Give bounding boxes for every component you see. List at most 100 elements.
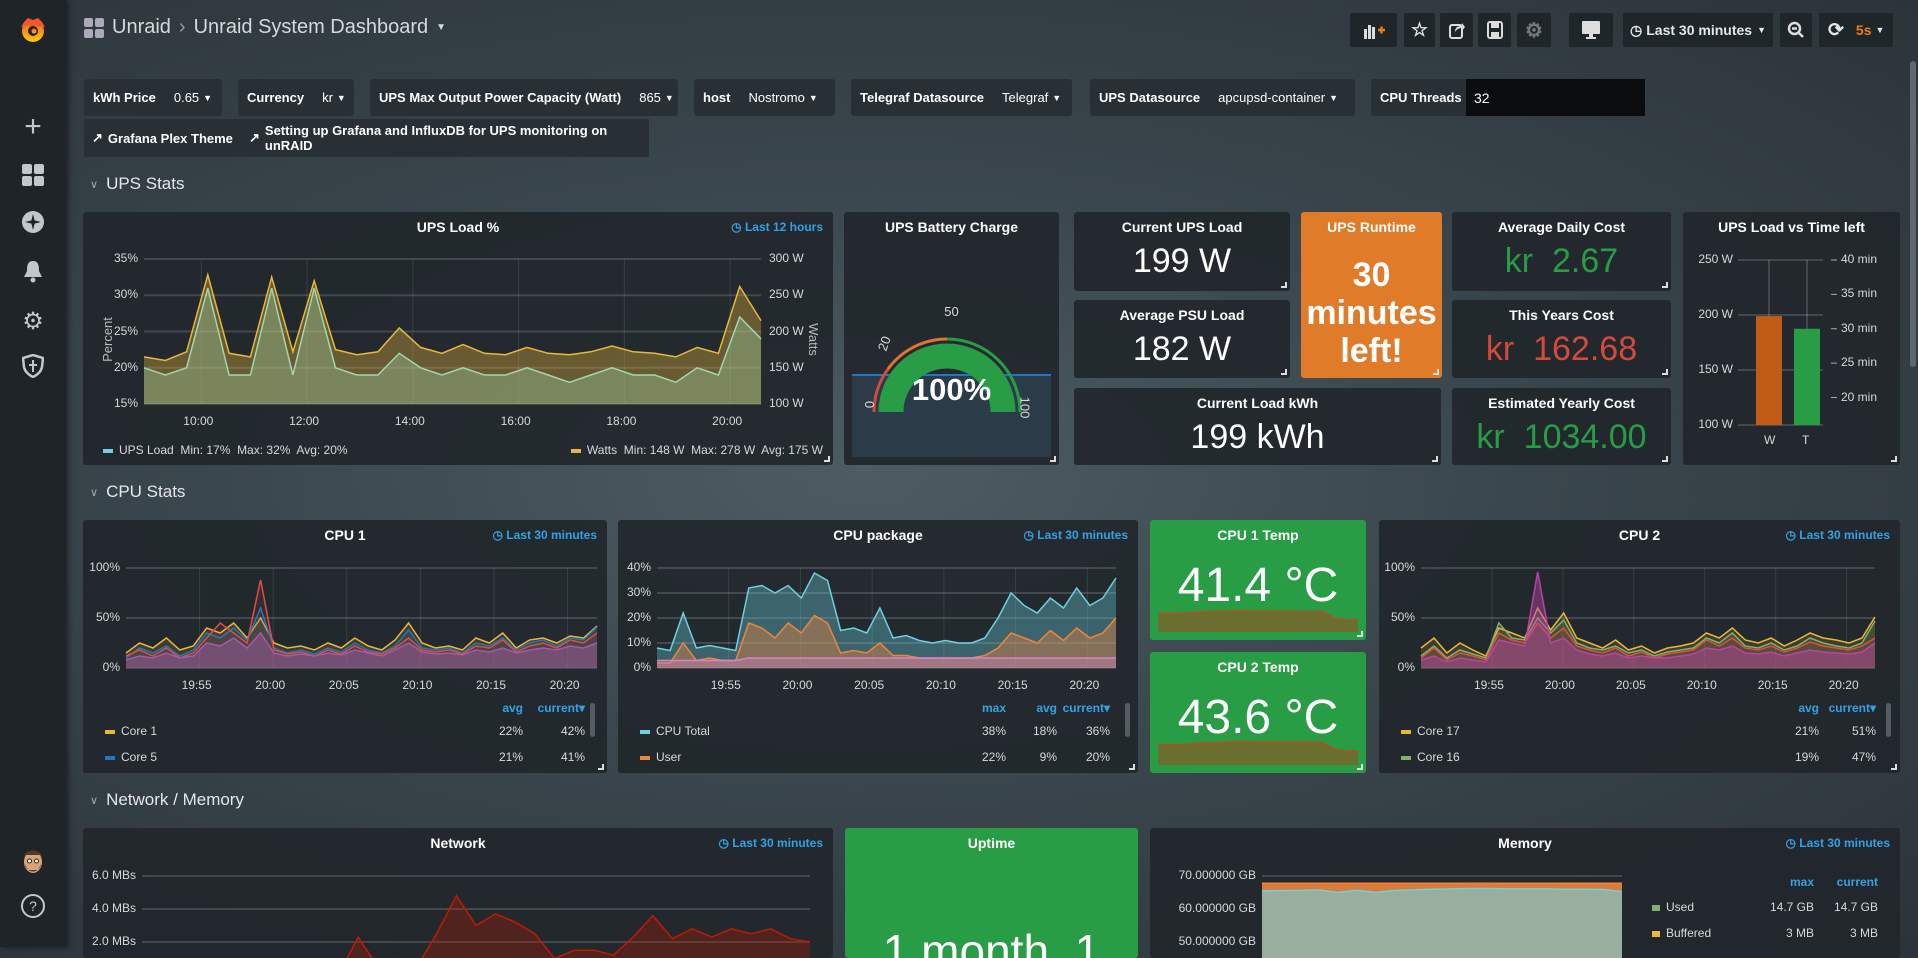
resize-handle[interactable]: [824, 456, 830, 462]
panel-title[interactable]: Current Load kWh: [1074, 395, 1441, 411]
legend-row[interactable]: CPU Total: [640, 724, 710, 738]
legend-column-current[interactable]: current▾: [538, 701, 585, 715]
legend-row[interactable]: Used: [1652, 900, 1694, 914]
row-ups-stats[interactable]: ∨UPS Stats: [90, 174, 184, 194]
resize-handle[interactable]: [1357, 631, 1363, 637]
legend-column-avg[interactable]: avg: [1036, 701, 1057, 715]
panel-title[interactable]: UPS Load vs Time left: [1683, 219, 1900, 235]
legend-row[interactable]: Core 16: [1401, 750, 1460, 764]
variable-ups-max-output[interactable]: UPS Max Output Power Capacity (Watt)865▼: [370, 79, 678, 116]
resize-handle[interactable]: [1129, 764, 1135, 770]
panel-time-override: ◷ Last 30 minutes: [1785, 836, 1890, 850]
server-admin-shield-icon[interactable]: [0, 354, 66, 386]
time-picker-button[interactable]: ◷Last 30 minutes▼: [1623, 13, 1773, 47]
row-cpu-stats[interactable]: ∨CPU Stats: [90, 482, 185, 502]
legend-row[interactable]: User: [640, 750, 681, 764]
legend-column-avg[interactable]: avg: [502, 701, 523, 715]
panel-title[interactable]: Average Daily Cost: [1452, 219, 1671, 235]
title-caret-icon[interactable]: ▼: [436, 22, 446, 33]
panel-title[interactable]: CPU 1 Temp: [1150, 527, 1366, 543]
currency-prefix: kr: [1505, 242, 1533, 280]
legend-watts[interactable]: Watts Min: 148 W Max: 278 W Avg: 175 W: [571, 443, 823, 457]
chart-canvas: [142, 876, 810, 958]
legend-row[interactable]: Core 1: [105, 724, 157, 738]
resize-handle[interactable]: [1433, 369, 1439, 375]
resize-handle[interactable]: [1662, 369, 1668, 375]
resize-handle[interactable]: [1891, 456, 1897, 462]
configuration-gear-icon[interactable]: ⚙: [0, 307, 66, 337]
panel-title[interactable]: Uptime: [845, 835, 1138, 851]
star-button[interactable]: ☆: [1404, 13, 1435, 47]
breadcrumb-folder[interactable]: Unraid: [112, 16, 171, 39]
legend-ups-load[interactable]: UPS Load Min: 17% Max: 32% Avg: 20%: [103, 443, 348, 457]
settings-gear-button[interactable]: ⚙: [1517, 13, 1551, 47]
legend-column-current[interactable]: current▾: [1063, 701, 1110, 715]
legend-scrollbar[interactable]: [1125, 703, 1130, 737]
cost-value: 162.68: [1533, 330, 1637, 368]
x-tick-label: 18:00: [606, 414, 636, 428]
resize-handle[interactable]: [1432, 456, 1438, 462]
resize-handle[interactable]: [1281, 369, 1287, 375]
refresh-interval[interactable]: 5s: [1856, 22, 1872, 38]
grafana-logo-icon[interactable]: [0, 14, 66, 54]
panel-title[interactable]: UPS Load %: [83, 219, 833, 235]
page-scrollbar[interactable]: [1910, 61, 1916, 367]
dashboard-title[interactable]: Unraid System Dashboard: [194, 16, 429, 39]
resize-handle[interactable]: [1050, 456, 1056, 462]
explore-compass-icon[interactable]: [0, 210, 66, 242]
link-setup-guide[interactable]: ↗Setting up Grafana and InfluxDB for UPS…: [241, 119, 649, 157]
alerting-bell-icon[interactable]: [0, 259, 66, 291]
panel-title[interactable]: Current UPS Load: [1074, 219, 1290, 235]
link-grafana-plex-theme[interactable]: ↗Grafana Plex Theme: [84, 119, 241, 157]
resize-handle[interactable]: [1281, 282, 1287, 288]
legend-name: Core 16: [1417, 750, 1460, 764]
panel-title[interactable]: Average PSU Load: [1074, 307, 1290, 323]
legend-current: 42%: [561, 724, 585, 738]
resize-handle[interactable]: [1662, 456, 1668, 462]
tv-mode-button[interactable]: [1569, 13, 1613, 47]
share-button[interactable]: [1440, 13, 1473, 47]
create-plus-icon[interactable]: +: [0, 112, 66, 142]
user-avatar[interactable]: [0, 846, 66, 884]
resize-handle[interactable]: [1357, 764, 1363, 770]
row-network-memory[interactable]: ∨Network / Memory: [90, 790, 244, 810]
cpu-threads-input[interactable]: 32: [1466, 79, 1645, 116]
legend-column-max[interactable]: max: [982, 701, 1006, 715]
panel-title[interactable]: This Years Cost: [1452, 307, 1671, 323]
legend-row[interactable]: Buffered: [1652, 926, 1711, 940]
legend-column-avg[interactable]: avg: [1798, 701, 1819, 715]
legend-scrollbar[interactable]: [1886, 703, 1891, 737]
legend-column-current[interactable]: current▾: [1829, 701, 1876, 715]
save-button[interactable]: [1478, 13, 1511, 47]
resize-handle[interactable]: [1891, 764, 1897, 770]
dashboards-icon[interactable]: [0, 164, 66, 194]
panel-title[interactable]: UPS Runtime: [1301, 219, 1442, 235]
resize-handle[interactable]: [598, 764, 604, 770]
legend-row[interactable]: Core 5: [105, 750, 157, 764]
x-tick-label: 20:20: [1069, 678, 1099, 692]
refresh-button[interactable]: ⟳5s▼: [1819, 13, 1893, 47]
stat-value: 41.4 °C: [1150, 558, 1366, 613]
legend-row[interactable]: Core 17: [1401, 724, 1460, 738]
panel-title[interactable]: CPU 2 Temp: [1150, 659, 1366, 675]
legend-scrollbar[interactable]: [590, 703, 595, 737]
zoom-out-button[interactable]: [1780, 13, 1812, 47]
panel-title[interactable]: Estimated Yearly Cost: [1452, 395, 1671, 411]
legend-column-current[interactable]: current: [1837, 875, 1878, 889]
add-panel-button[interactable]: [1350, 13, 1397, 47]
help-icon[interactable]: ?: [0, 893, 66, 927]
resize-handle[interactable]: [1662, 282, 1668, 288]
legend-column-max[interactable]: max: [1790, 875, 1814, 889]
